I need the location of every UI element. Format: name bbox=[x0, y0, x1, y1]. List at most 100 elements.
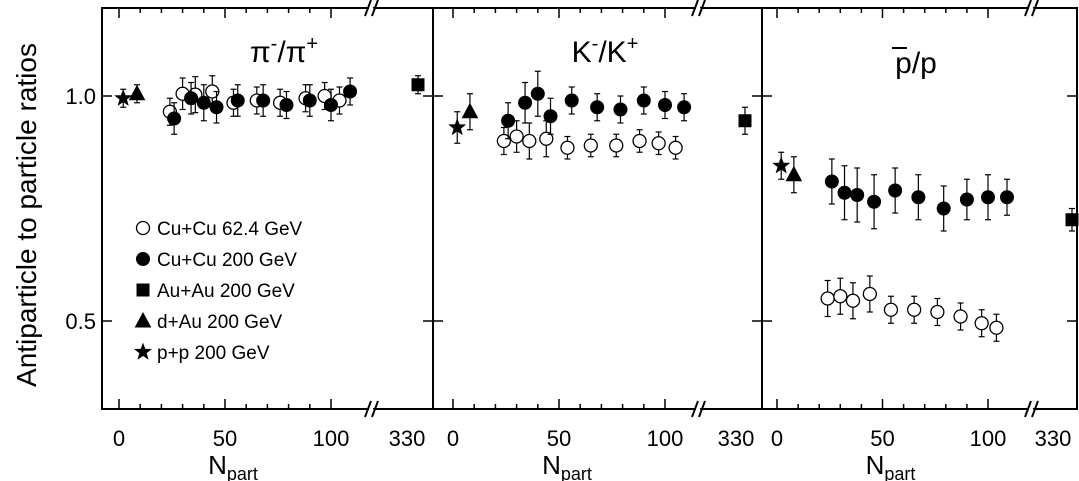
marker-cucu62 bbox=[651, 136, 666, 151]
marker-dau bbox=[134, 311, 152, 328]
marker-cucu200 bbox=[911, 190, 926, 205]
legend-label: Cu+Cu 62.4 GeV bbox=[157, 219, 303, 240]
x-tick-label: 0 bbox=[771, 426, 783, 451]
marker-cucu62 bbox=[632, 133, 647, 149]
y-tick-label: 1.0 bbox=[65, 84, 96, 109]
marker-cucu200 bbox=[850, 188, 865, 202]
panel-title-sup1: - bbox=[592, 33, 599, 55]
panel-title-main: π bbox=[250, 36, 271, 69]
marker-cucu62 bbox=[974, 316, 989, 331]
marker-cucu200 bbox=[256, 93, 271, 108]
marker-cucu200 bbox=[518, 95, 533, 110]
marker-cucu62 bbox=[907, 302, 922, 317]
marker-cucu200 bbox=[530, 86, 545, 101]
marker-cucu200 bbox=[888, 183, 903, 198]
marker-cucu200 bbox=[837, 185, 852, 200]
marker-pp bbox=[448, 118, 467, 136]
panel-title-mid: /π bbox=[277, 36, 306, 69]
panel-frame bbox=[761, 7, 1078, 410]
x-axis-title-main: N bbox=[866, 450, 885, 480]
marker-cucu200 bbox=[136, 252, 150, 266]
marker-cucu200 bbox=[613, 102, 628, 117]
x-axis-title: Npart bbox=[208, 450, 258, 481]
marker-cucu200 bbox=[184, 91, 199, 106]
marker-cucu200 bbox=[658, 98, 672, 112]
axis-break-mark bbox=[1024, 400, 1032, 418]
marker-cucu200 bbox=[936, 201, 951, 216]
x-axis-title-sub: part bbox=[884, 464, 915, 481]
marker-auau bbox=[136, 283, 150, 297]
x-axis-title-sub: part bbox=[227, 464, 258, 481]
marker-cucu62 bbox=[539, 131, 554, 146]
marker-pp bbox=[114, 88, 133, 106]
marker-cucu62 bbox=[583, 138, 598, 153]
marker-auau bbox=[411, 78, 425, 92]
x-tick-label: 0 bbox=[113, 426, 125, 451]
x-tick-label: 330 bbox=[389, 426, 426, 451]
legend-label: Cu+Cu 200 GeV bbox=[157, 250, 297, 271]
axis-break-mark bbox=[691, 0, 699, 17]
axis-break-mark bbox=[698, 0, 706, 17]
axis-break-mark bbox=[1031, 400, 1039, 418]
marker-cucu62 bbox=[135, 220, 151, 236]
panel-title-main: K bbox=[572, 36, 592, 69]
marker-cucu62 bbox=[560, 140, 575, 155]
marker-cucu200 bbox=[167, 111, 182, 126]
marker-cucu62 bbox=[820, 291, 835, 306]
legend-label: d+Au 200 GeV bbox=[157, 312, 283, 333]
marker-cucu62 bbox=[989, 320, 1004, 335]
y-tick-label: 0.5 bbox=[65, 309, 96, 334]
panel-title-main: p/p bbox=[895, 47, 937, 80]
marker-cucu200 bbox=[981, 190, 995, 205]
marker-cucu62 bbox=[668, 140, 683, 155]
panel-title: K-/K+ bbox=[572, 33, 639, 69]
marker-cucu200 bbox=[564, 93, 579, 108]
x-axis-title: Npart bbox=[866, 450, 916, 481]
legend-label: p+p 200 GeV bbox=[157, 343, 270, 364]
axis-break-mark bbox=[691, 400, 699, 418]
marker-cucu62 bbox=[883, 302, 899, 317]
axis-break-mark bbox=[364, 400, 372, 418]
marker-cucu62 bbox=[496, 133, 512, 149]
axis-break-mark bbox=[371, 0, 379, 17]
panel-title: p/p bbox=[895, 47, 937, 80]
marker-cucu200 bbox=[501, 113, 516, 128]
x-axis-title: Npart bbox=[542, 450, 592, 481]
marker-cucu200 bbox=[209, 100, 224, 115]
marker-cucu200 bbox=[343, 84, 358, 99]
marker-cucu200 bbox=[196, 95, 211, 110]
axis-break-mark bbox=[371, 400, 379, 418]
marker-pp bbox=[772, 156, 791, 174]
marker-auau bbox=[1065, 213, 1079, 227]
marker-cucu200 bbox=[302, 93, 317, 108]
x-tick-label: 50 bbox=[213, 426, 237, 451]
marker-cucu62 bbox=[522, 133, 537, 149]
x-tick-label: 50 bbox=[547, 426, 571, 451]
panel-title-sup2: + bbox=[627, 33, 639, 55]
marker-cucu200 bbox=[230, 93, 245, 108]
marker-cucu200 bbox=[999, 190, 1014, 205]
marker-auau bbox=[738, 114, 752, 128]
x-axis-title-main: N bbox=[542, 450, 561, 480]
marker-cucu200 bbox=[959, 192, 974, 207]
marker-cucu200 bbox=[824, 174, 839, 189]
marker-cucu200 bbox=[324, 98, 338, 112]
axis-break-mark bbox=[1024, 0, 1032, 17]
x-tick-label: 330 bbox=[1035, 426, 1072, 451]
marker-cucu200 bbox=[543, 109, 558, 124]
x-tick-label: 50 bbox=[870, 426, 894, 451]
marker-cucu62 bbox=[862, 286, 877, 302]
x-tick-label: 0 bbox=[447, 426, 459, 451]
axis-break-mark bbox=[1031, 0, 1039, 17]
marker-cucu62 bbox=[845, 293, 861, 308]
marker-cucu62 bbox=[833, 289, 848, 304]
marker-dau bbox=[461, 102, 479, 119]
x-axis-title-sub: part bbox=[561, 464, 592, 481]
marker-cucu62 bbox=[930, 304, 945, 320]
marker-cucu200 bbox=[867, 194, 882, 209]
legend-label: Au+Au 200 GeV bbox=[157, 281, 295, 302]
marker-dau bbox=[785, 165, 803, 182]
panel-title: π-/π+ bbox=[250, 33, 318, 69]
axis-break-mark bbox=[364, 0, 372, 17]
